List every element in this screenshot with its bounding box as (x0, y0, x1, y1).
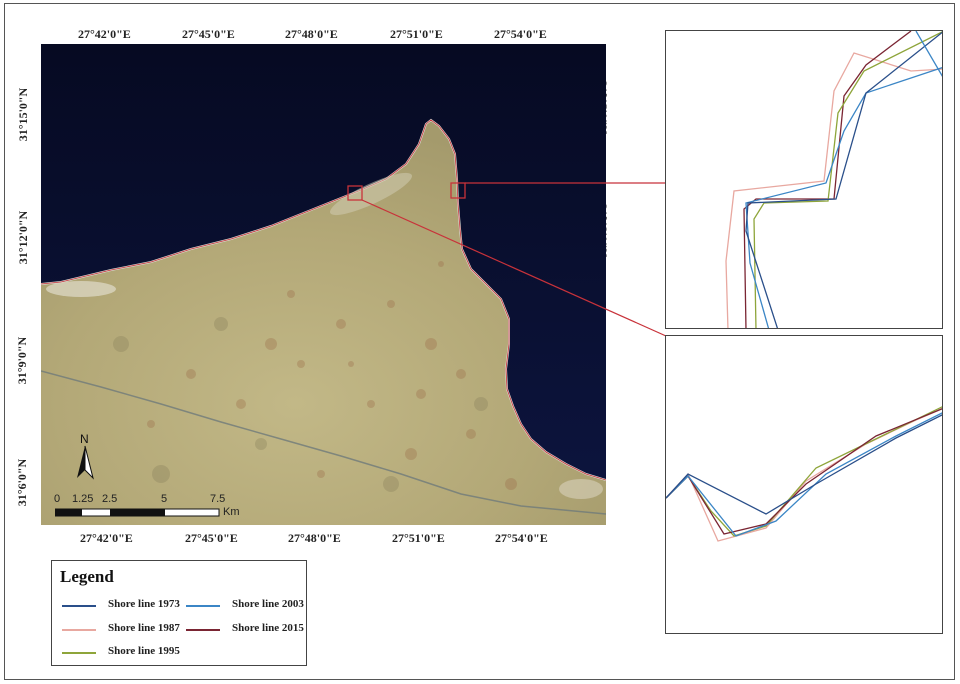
scale-label-2: 2.5 (102, 493, 118, 505)
scale-bar (55, 508, 220, 517)
legend-label-2003: Shore line 2003 (232, 598, 304, 610)
top-tick-5: 27°54'0"E (494, 27, 547, 41)
legend-label-1987: Shore line 1987 (108, 622, 180, 634)
legend-swatch-1995 (62, 652, 96, 654)
map-frame (4, 3, 955, 680)
scale-unit: Km (223, 506, 240, 518)
inset-top-shorelines (725, 31, 942, 328)
satellite-map-image (41, 44, 606, 525)
bottom-tick-1: 27°42'0"E (80, 531, 133, 545)
inset-top (665, 30, 943, 329)
inset-bottom-shorelines (666, 406, 942, 542)
legend-title: Legend (60, 567, 114, 586)
scale-label-4: 7.5 (210, 493, 226, 505)
legend-label-1973: Shore line 1973 (108, 598, 180, 610)
top-tick-4: 27°51'0"E (390, 27, 443, 41)
legend-swatch-2015 (186, 629, 220, 631)
legend-swatch-1973 (62, 605, 96, 607)
callout-box-west (347, 185, 363, 201)
top-tick-2: 27°45'0"E (182, 27, 235, 41)
top-tick-1: 27°42'0"E (78, 27, 131, 41)
callout-box-east (450, 182, 466, 199)
inset-bottom (665, 335, 943, 634)
legend-swatch-1987 (62, 629, 96, 631)
north-label: N (80, 432, 89, 446)
satellite-map (41, 44, 606, 525)
legend-swatch-2003 (186, 605, 220, 607)
scale-label-3: 5 (161, 493, 168, 505)
legend-label-2015: Shore line 2015 (232, 622, 304, 634)
legend-label-1995: Shore line 1995 (108, 645, 180, 657)
scale-label-0: 0 (54, 493, 61, 505)
bottom-tick-5: 27°54'0"E (495, 531, 548, 545)
scale-label-1: 1.25 (72, 493, 94, 505)
bottom-tick-3: 27°48'0"E (288, 531, 341, 545)
bottom-tick-4: 27°51'0"E (392, 531, 445, 545)
top-tick-3: 27°48'0"E (285, 27, 338, 41)
legend: Legend Shore line 1973 Shore line 2003 S… (51, 560, 307, 666)
bottom-tick-2: 27°45'0"E (185, 531, 238, 545)
north-arrow-icon (77, 445, 94, 480)
